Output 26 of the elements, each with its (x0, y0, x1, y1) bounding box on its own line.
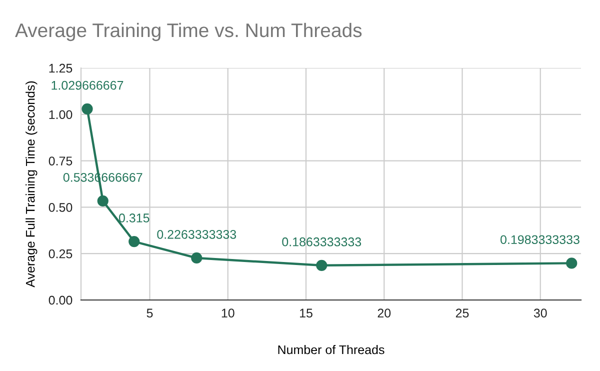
x-tick-label: 5 (146, 308, 153, 318)
data-label: 0.2263333333 (157, 230, 236, 239)
x-tick-label: 30 (534, 308, 547, 318)
y-tick-label: 0.75 (48, 156, 72, 166)
data-label: 0.315 (118, 214, 150, 222)
y-axis-title: Average Full Training Time (seconds) (26, 81, 38, 288)
x-axis-title: Number of Threads (278, 344, 384, 354)
point (128, 236, 140, 248)
point (191, 252, 202, 264)
point (566, 258, 578, 269)
point (316, 260, 328, 271)
x-tick-label: 20 (378, 308, 391, 318)
y-tick-label: 1.00 (49, 110, 72, 120)
y-tick-label: 1.25 (49, 64, 72, 73)
chart-title: Average Training Time vs. Num Threads (15, 22, 362, 42)
x-tick-label: 15 (300, 308, 312, 318)
point (97, 195, 108, 207)
y-tick-label: 0.25 (48, 249, 72, 258)
x-tick-label: 25 (456, 308, 469, 318)
y-tick-label: 0.00 (48, 296, 72, 305)
data-label: 1.029666667 (52, 80, 124, 90)
data-label: 0.1983333333 (500, 235, 580, 244)
y-tick-label: 0.50 (48, 203, 72, 212)
data-label: 0.1863333333 (282, 237, 362, 246)
x-tick-label: 10 (222, 308, 234, 318)
point (82, 103, 93, 114)
